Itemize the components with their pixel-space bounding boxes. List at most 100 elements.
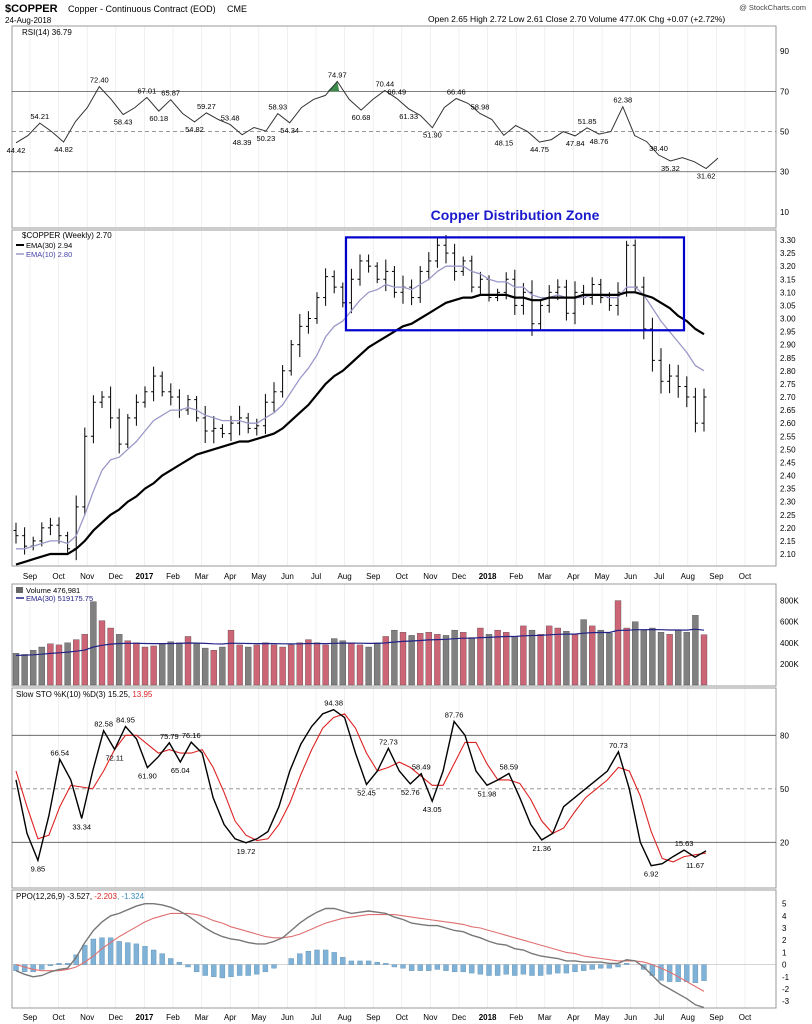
- stochastic-legend: Slow STO %K(10) %D(3) 15.25, 13.95: [16, 690, 153, 699]
- ppo-layer: 5 4 3 2 1 0 -1 -2 -3: [12, 900, 790, 1009]
- rsi-y-tick: 10: [780, 208, 789, 217]
- stochastic-data-label: 87.76: [445, 710, 464, 719]
- ppo-histogram-bar: [219, 964, 226, 979]
- volume-bar: [546, 625, 553, 686]
- x-axis-tick-ppo: Oct: [396, 1013, 409, 1022]
- volume-bar: [494, 629, 501, 686]
- ppo-histogram-bar: [408, 964, 415, 971]
- ema30-line: [15, 291, 705, 566]
- rsi-data-label: 35.32: [661, 164, 680, 173]
- volume-bar: [47, 643, 54, 686]
- rsi-data-label: 48.76: [590, 137, 609, 146]
- exchange-label: CME: [227, 4, 247, 14]
- volume-bar: [202, 647, 209, 686]
- ppo-histogram-bar: [494, 964, 501, 976]
- price-bar: [47, 517, 53, 536]
- ppo-histogram-bar: [82, 944, 88, 965]
- ppo-y-tick: 5: [782, 900, 787, 909]
- price-bar: [675, 364, 681, 398]
- volume-bar: [563, 631, 570, 686]
- stochastic-data-label: 58.59: [499, 762, 518, 771]
- volume-legend-volume: Volume 476,981: [26, 586, 80, 595]
- price-y-tick: 2.60: [780, 419, 796, 428]
- stochastic-legend-label: Slow STO %K(10) %D(3) 15.25, 13.95: [16, 690, 153, 699]
- volume-bar: [606, 633, 613, 686]
- volume-bar: [73, 639, 80, 686]
- ppo-histogram-bar: [13, 964, 19, 971]
- volume-bar: [133, 642, 140, 686]
- volume-bar: [399, 632, 407, 686]
- ppo-histogram-bar: [701, 964, 707, 981]
- volume-y-tick: 400K: [780, 639, 799, 648]
- price-bar: [443, 234, 449, 264]
- ppo-histogram-bar: [684, 964, 690, 982]
- volume-bar: [434, 634, 441, 686]
- volume-bar: [356, 644, 364, 686]
- volume-ema-line: [15, 628, 705, 656]
- volume-bar: [167, 641, 174, 686]
- price-y-tick: 2.20: [780, 524, 796, 533]
- ppo-histogram-bar: [426, 964, 432, 971]
- price-bar: [391, 266, 397, 298]
- x-axis-tick-price: Jun: [624, 572, 637, 581]
- ppo-histogram-bar: [383, 963, 389, 965]
- volume-bar: [124, 640, 131, 686]
- ppo-histogram-bar: [537, 964, 544, 976]
- rsi-data-label: 31.62: [697, 171, 716, 180]
- x-axis-tick-price: Jul: [311, 572, 321, 581]
- price-bar: [219, 424, 225, 438]
- rsi-data-label: 44.75: [530, 145, 549, 154]
- stochastic-data-label: 6.92: [644, 870, 659, 879]
- ppo-line: [15, 903, 705, 1009]
- ppo-histogram-bar: [365, 960, 372, 965]
- volume-bar: [81, 634, 88, 686]
- ppo-histogram-bar: [245, 964, 251, 976]
- volume-bar: [98, 620, 106, 686]
- ppo-y-tick: 1: [782, 948, 787, 957]
- ppo-histogram-bar: [297, 953, 303, 965]
- price-bar: [56, 517, 62, 544]
- volume-bar: [227, 629, 235, 686]
- volume-bar: [623, 627, 630, 686]
- x-axis-tick-ppo: Apr: [224, 1013, 237, 1022]
- x-axis-tick-price: 2017: [136, 572, 154, 581]
- stochastic-data-label: 72.73: [379, 737, 398, 746]
- distribution-zone-title: Copper Distribution Zone: [431, 207, 600, 223]
- price-bar: [39, 522, 45, 547]
- volume-bar: [210, 650, 217, 686]
- price-bar: [116, 408, 122, 454]
- volume-bar: [55, 644, 63, 686]
- price-bar: [168, 383, 174, 406]
- price-bar: [348, 268, 354, 314]
- x-axis-tick-ppo: May: [594, 1013, 609, 1022]
- rsi-data-label: 58.98: [471, 103, 490, 112]
- volume-bar: [176, 642, 183, 686]
- price-bar: [598, 278, 604, 304]
- ppo-legend-signal: -2.203: [94, 892, 117, 901]
- distribution-zone-box: [344, 236, 686, 332]
- volume-bar: [322, 644, 329, 686]
- price-y-tick: 3.25: [780, 249, 796, 258]
- price-bar: [667, 364, 673, 394]
- rsi-data-label: 70.44: [375, 80, 394, 89]
- x-axis-tick-price: Mar: [538, 572, 552, 581]
- volume-bar: [296, 642, 303, 686]
- ppo-histogram-bar: [434, 964, 441, 970]
- volume-bar: [313, 642, 321, 686]
- stochastic-legend-d: 13.95: [132, 690, 153, 699]
- rsi-line: [15, 80, 719, 170]
- price-bar: [305, 311, 311, 334]
- ppo-histogram-bar: [202, 964, 208, 976]
- volume-bar: [425, 632, 432, 686]
- ppo-histogram-bar: [228, 964, 234, 977]
- ppo-histogram-bar: [623, 963, 630, 965]
- x-axis-tick-ppo: Feb: [166, 1013, 180, 1022]
- ppo-y-tick: 4: [782, 912, 787, 921]
- ppo-histogram-bar: [477, 964, 484, 975]
- price-bar: [632, 239, 638, 293]
- price-bar: [538, 299, 544, 330]
- rsi-data-label: 66.49: [387, 87, 406, 96]
- volume-bar: [159, 643, 166, 686]
- x-axis-tick-price: Apr: [224, 572, 237, 581]
- volume-bar: [348, 642, 355, 686]
